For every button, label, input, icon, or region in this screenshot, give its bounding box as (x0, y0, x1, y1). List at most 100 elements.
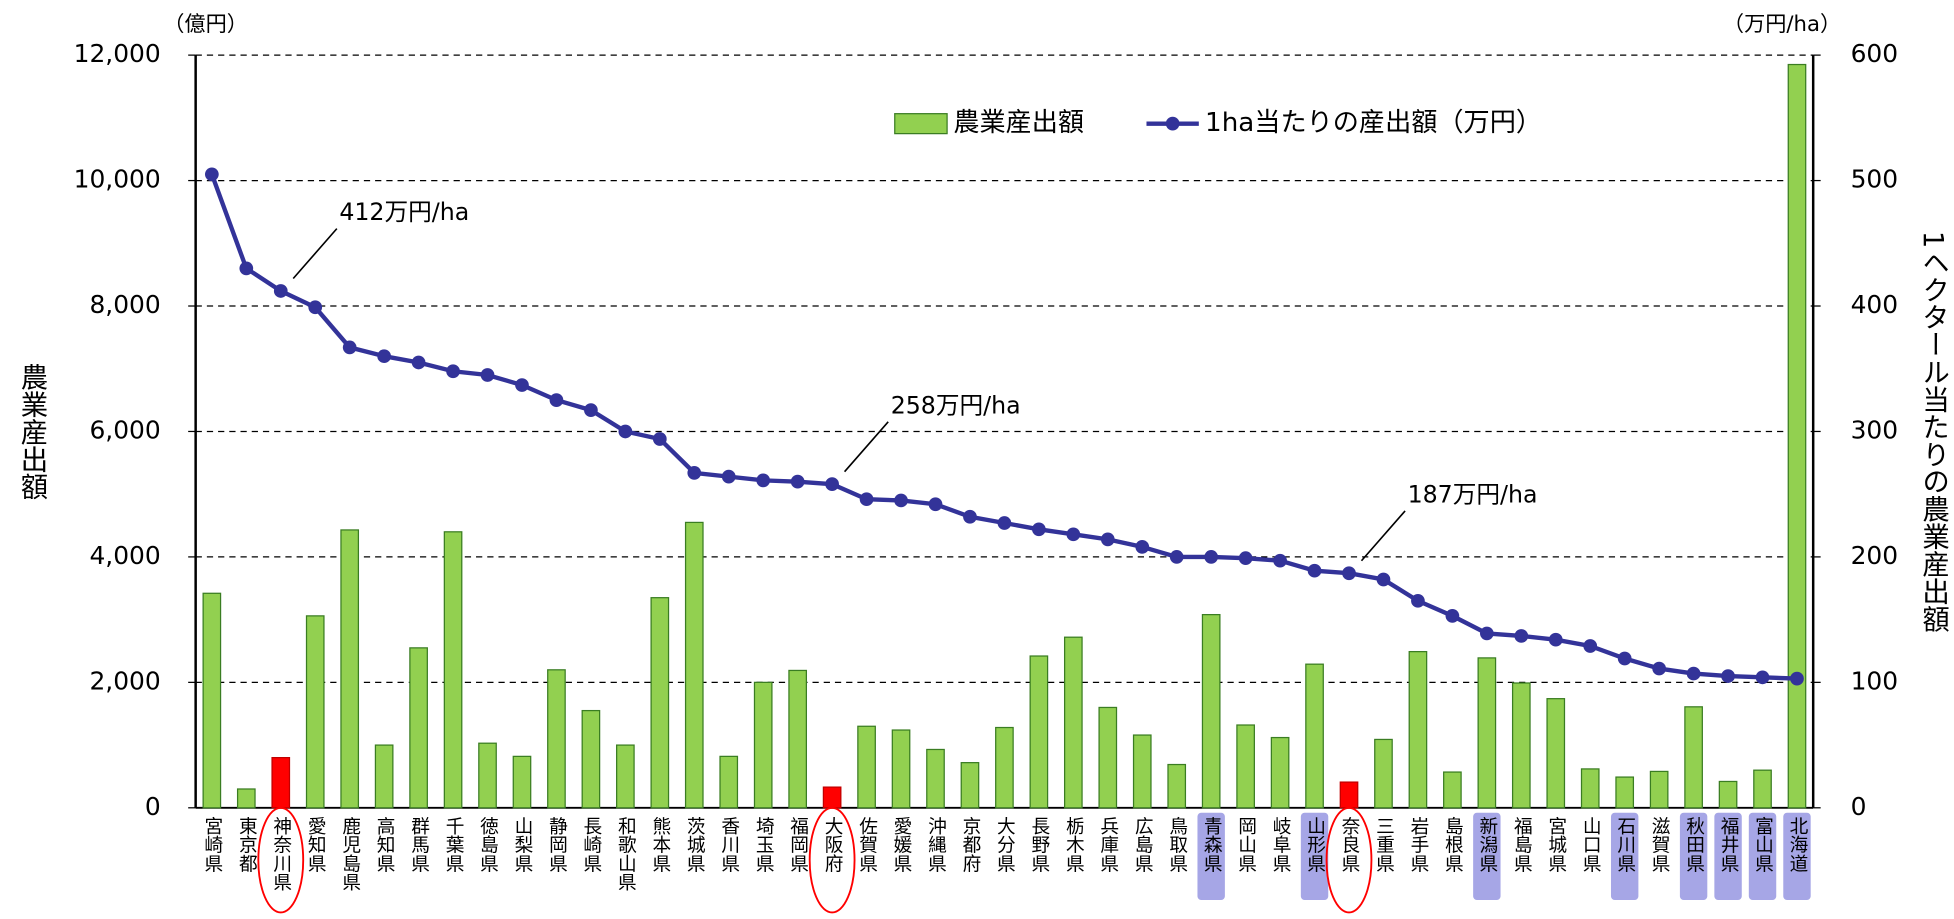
line-point (1376, 572, 1391, 587)
x-tick-label: 鳥取県 (1166, 817, 1187, 873)
line-point (1445, 609, 1460, 623)
x-tick-label: 新潟県 (1476, 817, 1497, 873)
bar (1511, 682, 1531, 809)
x-tick-label: 秋田県 (1683, 817, 1704, 873)
x-tick-label: 千葉県 (443, 817, 464, 873)
bar (891, 729, 911, 809)
x-tick-label: 岡山県 (1235, 817, 1256, 873)
line-point (1514, 629, 1529, 643)
right-unit: （万円/ha） (1723, 11, 1841, 36)
x-tick-label: 鹿児島県 (339, 817, 360, 892)
line-point (1583, 639, 1598, 653)
legend-swatch (894, 113, 948, 135)
line-point (721, 469, 736, 484)
label-shade (1714, 812, 1742, 901)
line-point (1238, 551, 1253, 566)
bar (1649, 770, 1669, 809)
y2-tick-label: 400 (1851, 290, 1899, 319)
bar (443, 531, 463, 809)
x-tick-label: 宮崎県 (201, 817, 222, 873)
y2-tick-label: 600 (1851, 39, 1899, 68)
line-point (1135, 540, 1150, 554)
line-point (1548, 632, 1563, 647)
y2-tick-label: 0 (1851, 792, 1867, 821)
x-tick-label: 広島県 (1132, 817, 1153, 873)
x-tick-label: 三重県 (1373, 817, 1394, 873)
bar (1374, 738, 1393, 809)
line-point (342, 340, 357, 355)
line-point (411, 355, 426, 370)
annotation: 187万円/ha (1408, 480, 1538, 508)
x-tick-label: 大分県 (994, 817, 1015, 873)
line-point (584, 403, 598, 417)
label-shade (1679, 812, 1708, 901)
y2-tick-label: 500 (1851, 165, 1899, 194)
line-point (652, 432, 667, 446)
x-tick-label: 徳島県 (477, 817, 498, 873)
x-tick-label: 埼玉県 (753, 817, 774, 873)
x-tick-label: 福井県 (1718, 817, 1739, 873)
bar (1201, 613, 1221, 809)
line-point (756, 473, 771, 488)
x-tick-label: 宮城県 (1545, 817, 1566, 873)
bar (650, 597, 670, 809)
x-tick-label: 東京都 (236, 817, 257, 873)
bar (1098, 706, 1118, 809)
x-tick-label: 香川県 (718, 817, 739, 873)
bar (1063, 636, 1083, 809)
bar (340, 529, 360, 809)
line-point (1342, 566, 1356, 581)
x-tick-label: 群馬県 (408, 817, 429, 873)
bar (409, 647, 428, 809)
y-tick-label: 2,000 (89, 666, 160, 695)
y-tick-label: 8,000 (89, 290, 160, 319)
line-point (1411, 593, 1425, 608)
annotation: 258万円/ha (891, 391, 1021, 419)
bar (305, 615, 325, 809)
bar (1443, 771, 1462, 809)
bar (1270, 736, 1290, 809)
x-tick-label: 福岡県 (787, 817, 808, 873)
x-tick-label: 神奈川県 (270, 817, 291, 892)
bar (271, 757, 291, 809)
x-tick-label: 滋賀県 (1649, 817, 1670, 873)
bar (1477, 657, 1497, 809)
line-point (308, 300, 323, 315)
line-point (1790, 671, 1804, 686)
annotation-leader (292, 228, 338, 280)
bar (581, 709, 601, 809)
x-tick-label: 岐阜県 (1270, 817, 1291, 873)
line-point (1273, 553, 1287, 568)
label-shade (1783, 812, 1811, 901)
x-tick-label: 京都府 (959, 817, 980, 874)
y2-tick-label: 100 (1851, 666, 1899, 695)
line-point (687, 466, 702, 480)
line-point (446, 364, 460, 379)
bar (1546, 698, 1566, 809)
x-tick-label: 高知県 (374, 817, 395, 873)
bar (684, 521, 704, 809)
line-point (515, 378, 529, 392)
bar (1753, 769, 1772, 809)
x-tick-label: 熊本県 (649, 817, 670, 873)
bar (857, 725, 876, 809)
bar (478, 742, 497, 809)
y2-tick-label: 200 (1851, 541, 1899, 570)
line-point (790, 474, 805, 489)
x-tick-label: 福島県 (1511, 817, 1532, 873)
y-tick-label: 10,000 (74, 165, 161, 194)
label-circle (808, 806, 856, 914)
x-tick-label: 北海道 (1786, 817, 1807, 873)
bar (1167, 763, 1187, 809)
bar (822, 786, 842, 809)
bar (960, 762, 980, 809)
y-axis-label: 農業産出額 (15, 363, 48, 500)
line-point (859, 492, 874, 507)
x-tick-label: 青森県 (1201, 817, 1222, 873)
bar (236, 788, 256, 809)
label-circle (257, 806, 305, 914)
x-tick-label: 静岡県 (546, 817, 567, 873)
line-point (1652, 661, 1666, 676)
line-point (1307, 563, 1322, 578)
y-tick-label: 4,000 (89, 541, 160, 570)
